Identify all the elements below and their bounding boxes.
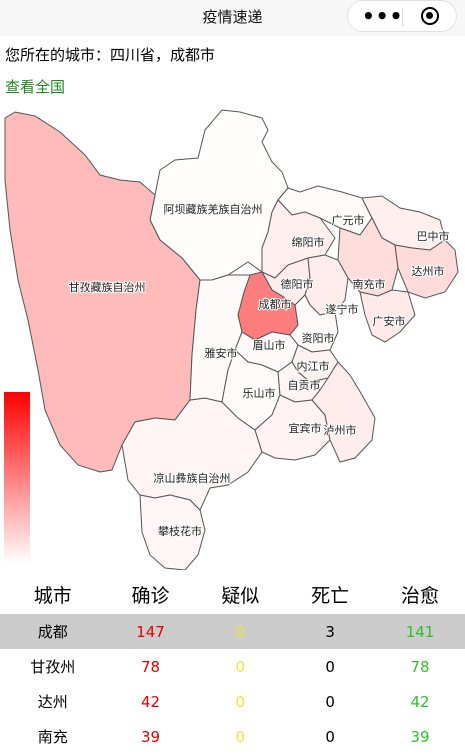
header-cured: 治愈 bbox=[401, 584, 440, 607]
stats-table: 城市 确诊 疑似 死亡 治愈 成都 147 0 3 141 甘孜州 78 0 0… bbox=[0, 574, 465, 754]
region-luzhou[interactable] bbox=[311, 361, 376, 463]
map-label-ziyang: 资阳市 bbox=[302, 331, 335, 345]
cell-confirmed: 39 bbox=[140, 727, 161, 746]
cell-suspected: 0 bbox=[235, 727, 246, 746]
cell-confirmed: 147 bbox=[105, 614, 196, 649]
cell-cured: 141 bbox=[375, 614, 465, 649]
map-label-yaan: 雅安市 bbox=[205, 346, 238, 360]
map-label-meishan: 眉山市 bbox=[253, 338, 286, 352]
header-suspected: 疑似 bbox=[221, 584, 260, 607]
cell-city: 达州 bbox=[37, 693, 68, 711]
sichuan-map: 阿坝藏族羌族自治州 甘孜藏族自治州 凉山彝族自治州 攀枝花市 广元市 绵阳市 巴… bbox=[4, 109, 459, 570]
cell-deaths: 3 bbox=[285, 614, 376, 649]
table-row[interactable]: 甘孜州 78 0 0 78 bbox=[0, 649, 465, 684]
table-header-row: 城市 确诊 疑似 死亡 治愈 bbox=[0, 574, 465, 614]
cell-cured: 39 bbox=[410, 727, 430, 746]
map-label-neijiang: 内江市 bbox=[297, 359, 330, 373]
region-ziyang[interactable] bbox=[289, 294, 339, 353]
cell-deaths: 0 bbox=[325, 657, 335, 676]
header-city: 城市 bbox=[33, 584, 72, 607]
map-label-dazhou: 达州市 bbox=[412, 264, 445, 278]
map-label-luzhou: 泸州市 bbox=[324, 423, 357, 437]
map-label-yibin: 宜宾市 bbox=[289, 421, 322, 435]
cell-deaths: 0 bbox=[325, 727, 335, 746]
page-title: 疫情速递 bbox=[202, 8, 263, 26]
map-label-bazhong: 巴中市 bbox=[417, 229, 450, 243]
region-dazhou[interactable] bbox=[394, 239, 459, 299]
map-label-guangyuan: 广元市 bbox=[332, 213, 365, 227]
map-label-mianyang: 绵阳市 bbox=[292, 235, 325, 249]
map-label-ganzi: 甘孜藏族自治州 bbox=[69, 280, 146, 294]
cell-suspected: 0 bbox=[235, 692, 246, 711]
header-deaths: 死亡 bbox=[311, 584, 350, 607]
map-label-guangan: 广安市 bbox=[373, 314, 406, 328]
map-label-nanchong: 南充市 bbox=[353, 277, 386, 291]
cell-confirmed: 42 bbox=[140, 692, 161, 711]
map-label-aba: 阿坝藏族羌族自治州 bbox=[164, 202, 263, 216]
map-label-liangshan: 凉山彝族自治州 bbox=[154, 471, 231, 485]
map-label-zigong: 自贡市 bbox=[288, 378, 321, 392]
target-close-icon[interactable] bbox=[421, 7, 439, 25]
cell-suspected: 0 bbox=[195, 614, 286, 649]
mini-program-capsule: ••• bbox=[347, 0, 457, 32]
navigation-bar: 疫情速递 ••• bbox=[0, 0, 465, 36]
region-panzhihua[interactable] bbox=[139, 494, 206, 570]
cell-suspected: 0 bbox=[235, 657, 246, 676]
cell-confirmed: 78 bbox=[140, 657, 161, 676]
map-label-chengdu: 成都市 bbox=[259, 297, 292, 311]
color-legend-bar bbox=[4, 392, 30, 564]
map-label-leshan: 乐山市 bbox=[243, 386, 276, 400]
cell-cured: 78 bbox=[410, 657, 430, 676]
capsule-divider bbox=[402, 8, 403, 26]
cell-city: 南充 bbox=[37, 728, 68, 746]
location-text: 您所在的城市：四川省，成都市 bbox=[5, 46, 216, 64]
cell-city: 甘孜州 bbox=[30, 658, 76, 676]
table-row[interactable]: 达州 42 0 0 42 bbox=[0, 684, 465, 719]
cell-cured: 42 bbox=[410, 692, 430, 711]
header-confirmed: 确诊 bbox=[131, 584, 170, 607]
table-row[interactable]: 成都 147 0 3 141 bbox=[0, 614, 465, 649]
cell-city: 成都 bbox=[0, 614, 106, 649]
view-all-link[interactable]: 查看全国 bbox=[5, 78, 66, 96]
map-label-deyang: 德阳市 bbox=[281, 277, 314, 291]
table-row[interactable]: 南充 39 0 0 39 bbox=[0, 719, 465, 754]
cell-deaths: 0 bbox=[325, 692, 335, 711]
more-dots-icon[interactable]: ••• bbox=[362, 4, 404, 28]
map-label-panzhihua: 攀枝花市 bbox=[158, 524, 202, 538]
region-guangan[interactable] bbox=[359, 289, 416, 343]
map-label-suining: 遂宁市 bbox=[326, 302, 359, 316]
